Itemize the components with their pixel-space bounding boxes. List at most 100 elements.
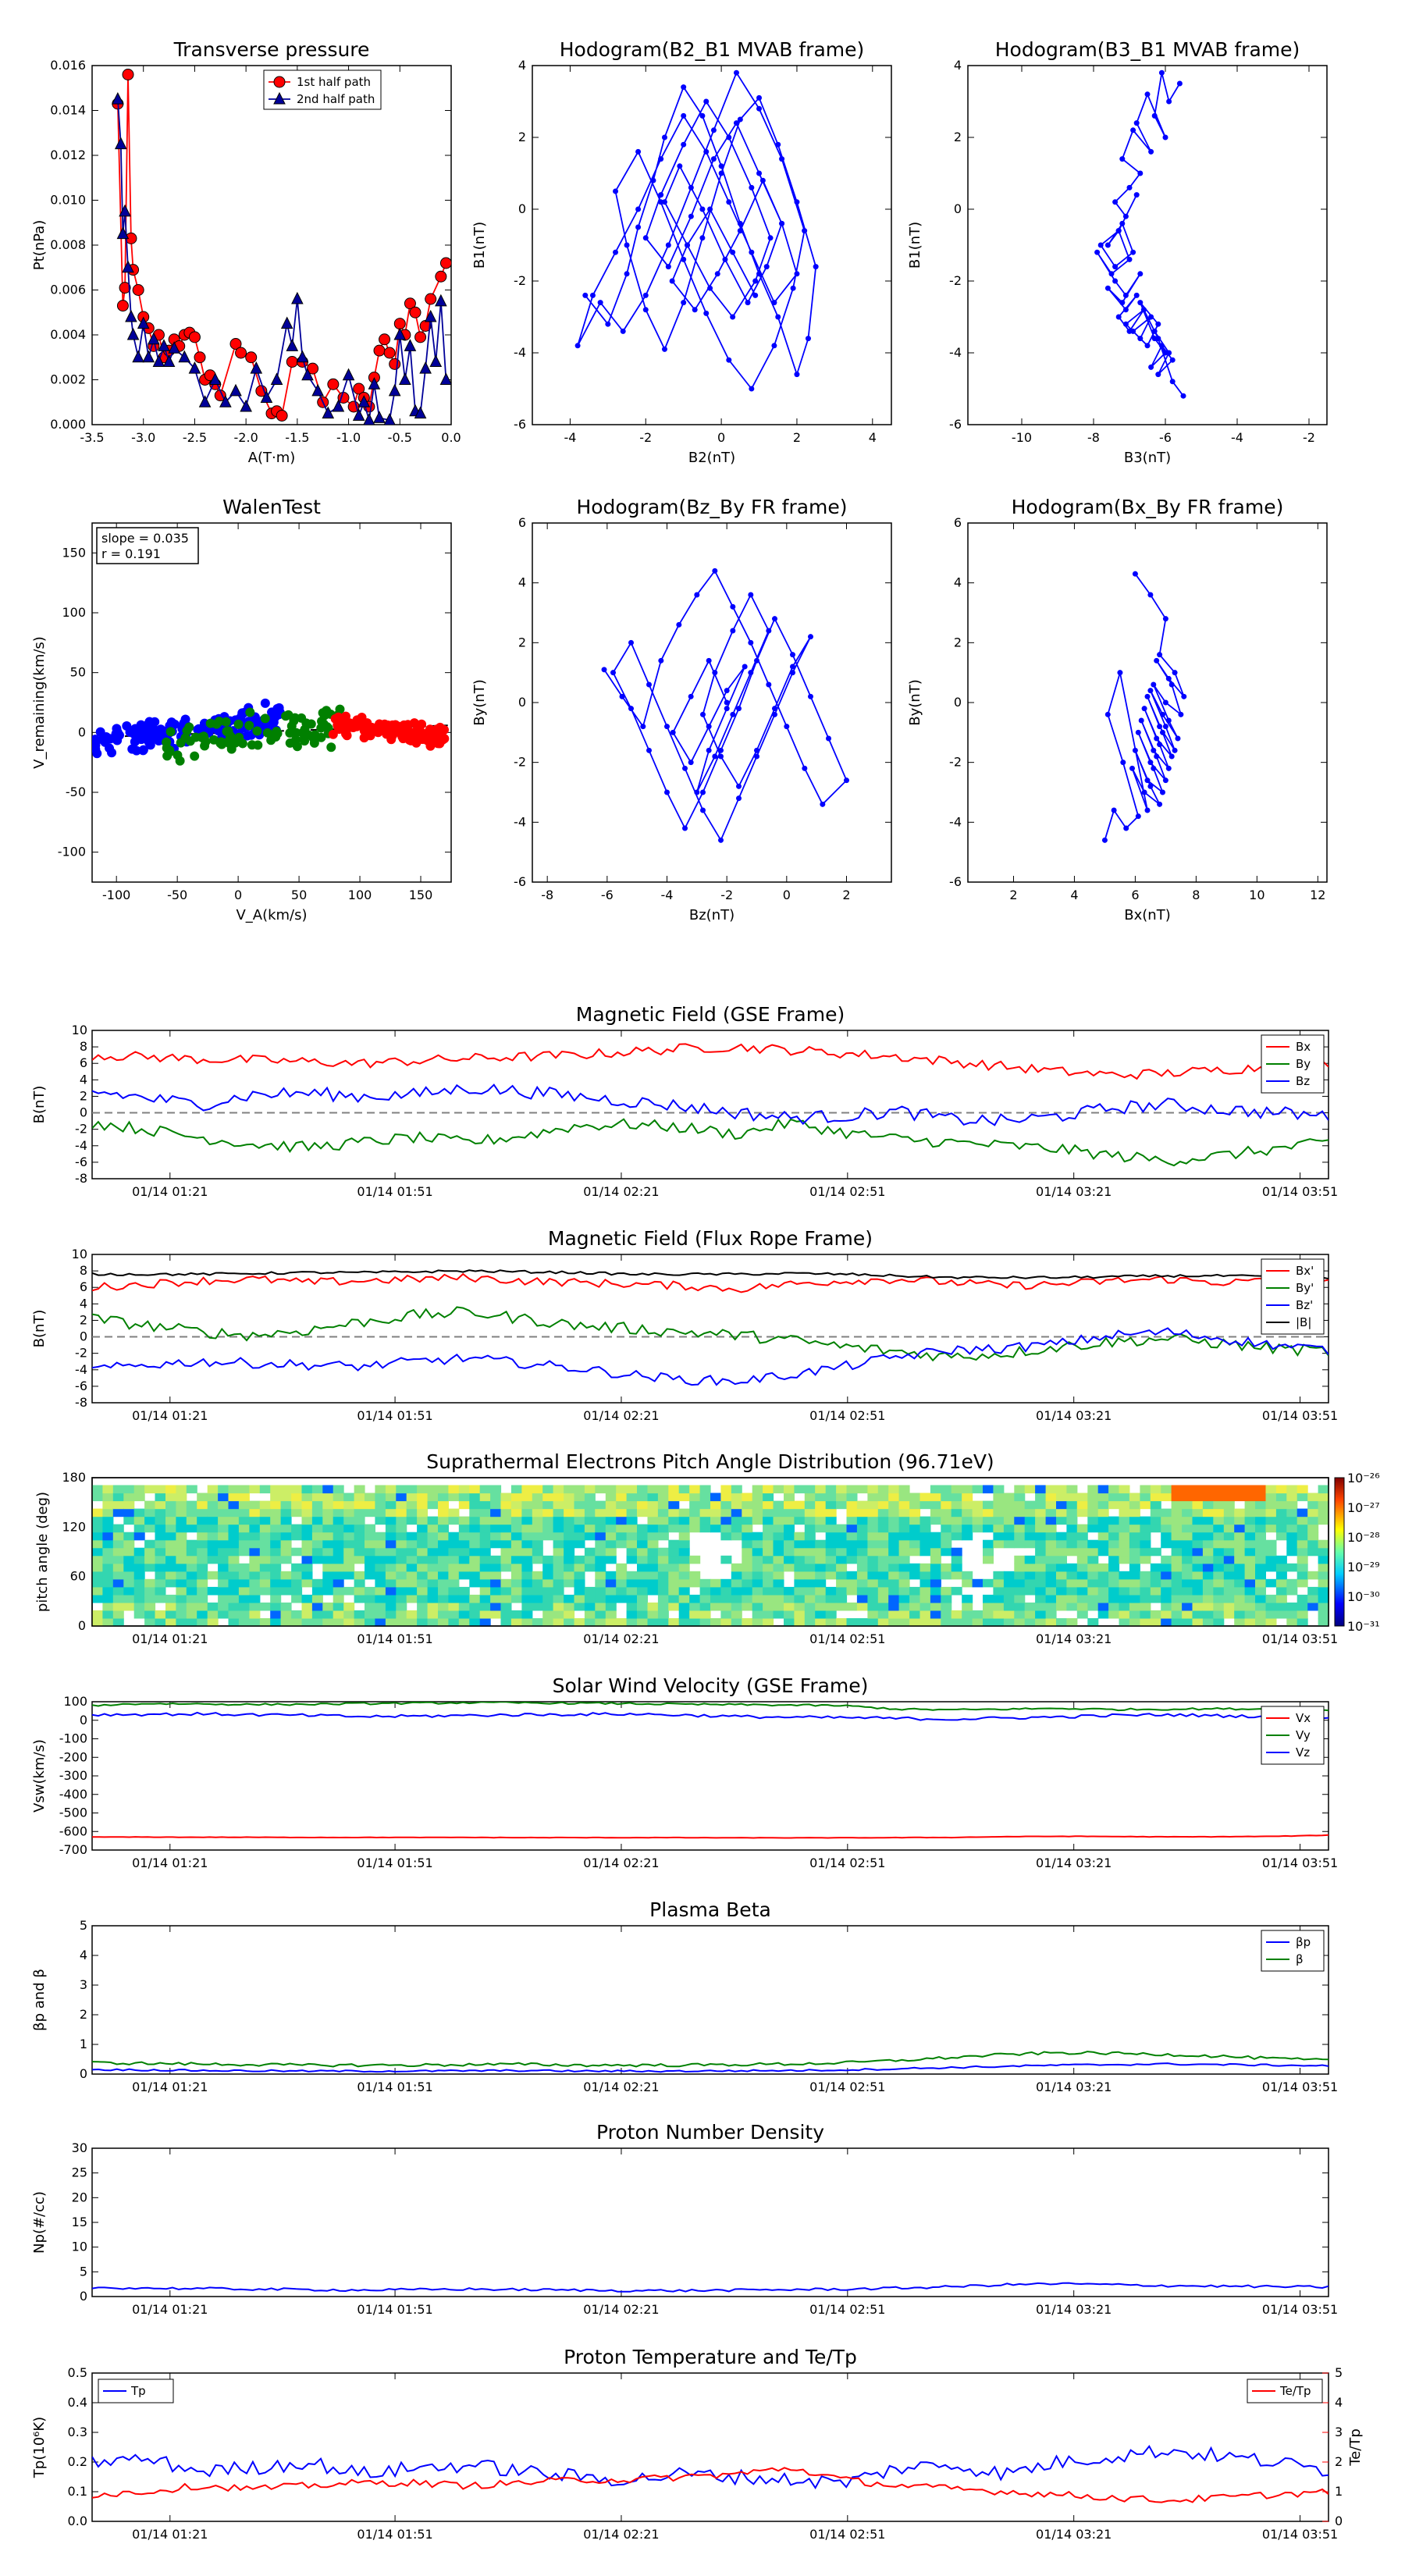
pad-cell [1045,1571,1057,1580]
pad-cell [877,1602,889,1611]
pad-cell [521,1524,533,1533]
pad-cell [867,1516,879,1525]
pad-cell [249,1485,261,1494]
pad-cell [354,1555,365,1564]
tp-xtick-label: 01/14 03:21 [1036,2527,1112,2542]
pad-cell [133,1602,145,1611]
pad-cell [1182,1516,1193,1525]
pad-cell [689,1618,701,1627]
pad-cell [825,1516,837,1525]
pad-cell [983,1594,994,1603]
pad-cell [112,1578,124,1588]
pad-cell [668,1493,680,1502]
pad-ytick-label: 0 [78,1618,86,1633]
pad-cell [155,1493,166,1502]
pad-cell [742,1539,753,1549]
pad-cell [207,1508,219,1517]
pad-cell [742,1602,753,1611]
pad-cell [228,1594,240,1603]
pad-cell [259,1485,271,1494]
pad-cell [521,1571,533,1580]
pad-cell [469,1602,481,1611]
pad-cell [354,1594,365,1603]
pad-cell [1066,1586,1078,1596]
pad-cell [417,1563,429,1572]
walen-data-point [175,756,185,766]
pad-cell [144,1485,156,1494]
pad-cell [626,1524,638,1533]
pad-cell [155,1555,166,1564]
pad-cell [301,1500,313,1510]
pad-cell [637,1500,648,1510]
pad-cell [668,1547,680,1557]
pad-cell [951,1493,962,1502]
pad-cell [301,1493,313,1502]
h4-data-point [1165,765,1172,771]
pad-cell [197,1524,208,1533]
pad-cell [343,1571,355,1580]
pad-cell [207,1493,219,1502]
pad-cell [438,1563,449,1572]
pad-cell [385,1602,397,1611]
pad-cell [1087,1493,1099,1502]
pad-cell [385,1571,397,1580]
pad-cell [773,1547,784,1557]
h3-data-point [700,789,706,795]
pad-cell [595,1555,606,1564]
pad-cell [825,1493,837,1502]
h1-ytick-label: 2 [518,130,526,144]
h1-data-point [759,177,766,183]
pad-cell [668,1602,680,1611]
pad-cell [763,1555,774,1564]
walen-data-point [341,729,351,739]
pad-cell [92,1524,103,1533]
pad-cell [1150,1610,1161,1619]
h2-data-point [1137,170,1144,176]
pad-cell [919,1571,931,1580]
pad-cell [197,1539,208,1549]
pad-cell [343,1602,355,1611]
pt-data-point [332,399,345,412]
pad-cell [836,1493,848,1502]
pad-cell [794,1555,806,1564]
pad-cell [291,1547,303,1557]
walen-data-point [351,719,361,729]
pad-cell [311,1610,323,1619]
pad-cell [825,1602,837,1611]
pad-cell [1223,1578,1235,1588]
walen-data-point [200,741,210,751]
h1-data-point [794,372,800,378]
pad-cell [1318,1485,1329,1494]
pad-cell [333,1524,344,1533]
h4-title: Hodogram(Bx_By FR frame) [1012,496,1284,518]
pad-cell [668,1594,680,1603]
pad-cell [637,1571,648,1580]
pad-cell [595,1547,606,1557]
pad-cell [1192,1594,1204,1603]
pad-cell [941,1485,952,1494]
np-series-line [92,2282,1329,2293]
pad-cell [1045,1563,1057,1572]
h2-data-point [1148,314,1154,320]
pad-cell [322,1610,334,1619]
pad-cell [856,1524,868,1533]
pad-cell [1192,1508,1204,1517]
pad-cell [962,1500,973,1510]
h3-data-point [706,747,712,753]
walen-title: WalenTest [222,496,321,518]
pad-cell [1150,1493,1161,1502]
pad-cell [1182,1618,1193,1627]
pad-cell [637,1485,648,1494]
pad-cell [699,1508,711,1517]
pad-cell [396,1493,407,1502]
pad-cell [92,1578,103,1588]
walen-data-point [92,735,101,745]
h1-xtick-label: 4 [869,430,877,445]
pad-cell [752,1539,763,1549]
pad-cell [218,1508,229,1517]
pad-cell [155,1578,166,1588]
pad-cell [1213,1485,1225,1494]
tp-ytick-label: 0.0 [68,2514,87,2528]
pad-cell [354,1493,365,1502]
pad-cell [469,1618,481,1627]
